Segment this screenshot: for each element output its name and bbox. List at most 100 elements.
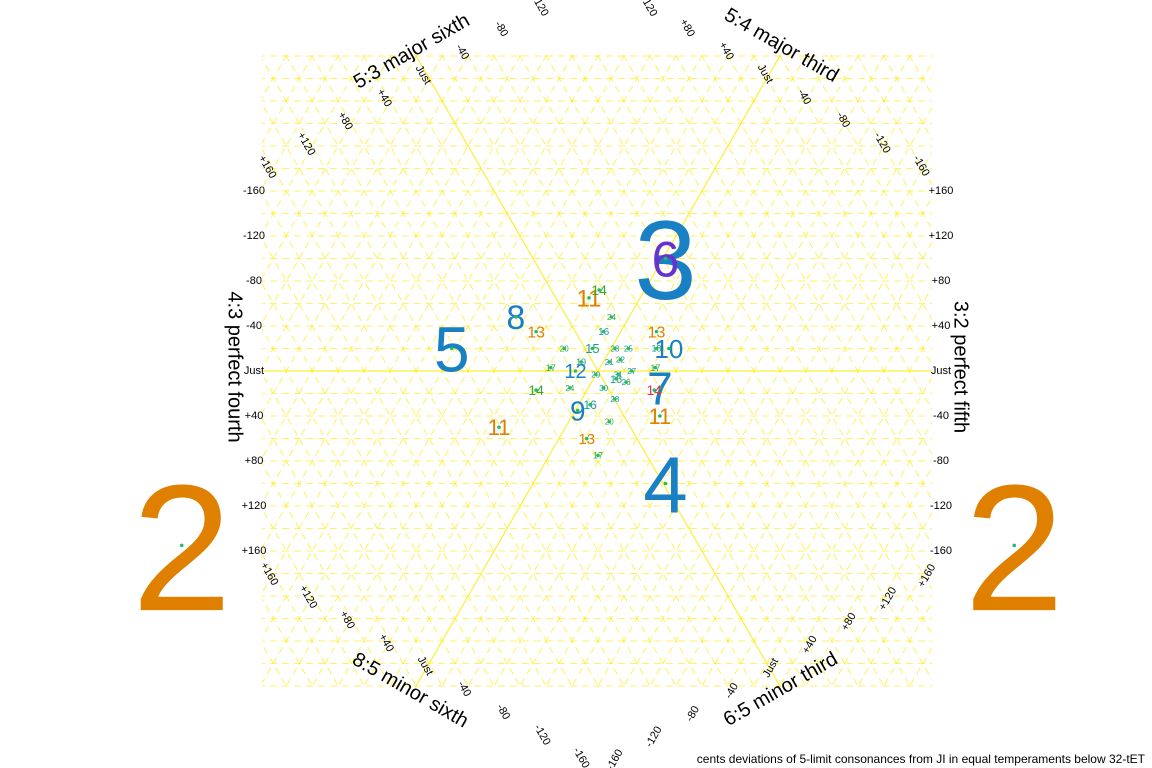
point-marker bbox=[562, 346, 567, 351]
point-marker bbox=[514, 315, 518, 319]
grid-line bbox=[262, 148, 574, 687]
point-marker bbox=[601, 329, 606, 334]
grid-line bbox=[262, 55, 340, 189]
grid-line bbox=[830, 511, 932, 687]
point-marker bbox=[588, 402, 592, 407]
point-marker bbox=[624, 380, 628, 385]
tick-label: +80 bbox=[335, 110, 355, 132]
tick-label: -120 bbox=[243, 230, 265, 242]
tick-label: +160 bbox=[256, 153, 279, 180]
point-marker bbox=[593, 372, 598, 377]
tick-label: -80 bbox=[684, 704, 702, 724]
tick-label: -120 bbox=[529, 0, 550, 18]
tick-label: -160 bbox=[930, 545, 952, 557]
tick-label: +80 bbox=[337, 609, 357, 631]
point-marker bbox=[449, 346, 454, 351]
grid-line bbox=[752, 55, 932, 366]
grid-line bbox=[467, 55, 833, 687]
point-marker bbox=[1012, 543, 1017, 548]
data-points: 2236457891011111112131313141414151616161… bbox=[132, 198, 1065, 649]
tick-label: +120 bbox=[295, 130, 318, 157]
grid-line bbox=[363, 55, 729, 687]
point-marker bbox=[179, 543, 184, 548]
grid-line bbox=[700, 55, 932, 456]
grid-line bbox=[262, 55, 392, 279]
point-marker bbox=[654, 329, 659, 334]
point-marker bbox=[658, 386, 662, 390]
tick-label: +120 bbox=[297, 583, 320, 610]
grid-line bbox=[648, 196, 932, 687]
grid-line bbox=[622, 151, 932, 687]
grid-line bbox=[519, 55, 885, 687]
grid-line bbox=[778, 421, 932, 687]
grid-line bbox=[262, 283, 496, 687]
tick-label: +40 bbox=[716, 40, 736, 62]
point-label: 2 bbox=[132, 448, 232, 649]
grid-line bbox=[262, 553, 340, 687]
tick-label: -120 bbox=[531, 722, 552, 747]
tick-label: -80 bbox=[246, 275, 262, 287]
axis-title-right: 3:2 perfect fifth bbox=[950, 301, 972, 433]
tick-label: -120 bbox=[930, 500, 952, 512]
point-marker bbox=[663, 256, 668, 261]
grid-line bbox=[441, 55, 807, 687]
tick-label: +160 bbox=[258, 560, 281, 587]
grid-line bbox=[882, 55, 932, 141]
point-marker bbox=[597, 288, 601, 292]
point-marker bbox=[548, 365, 553, 370]
grid-line bbox=[262, 643, 288, 687]
grid-line bbox=[262, 508, 366, 687]
grid-line bbox=[544, 55, 911, 687]
grid-line bbox=[414, 55, 782, 687]
grid-line bbox=[570, 61, 932, 687]
grid-line bbox=[262, 463, 392, 687]
point-marker bbox=[652, 388, 657, 392]
tick-label: Just bbox=[413, 63, 433, 86]
grid-line bbox=[596, 106, 932, 687]
point-marker bbox=[609, 315, 614, 319]
point-marker bbox=[596, 453, 600, 458]
tick-label: -160 bbox=[604, 747, 625, 768]
tick-label: +40 bbox=[245, 410, 264, 422]
point-marker bbox=[629, 369, 634, 373]
grid-line bbox=[337, 55, 703, 687]
grid-line bbox=[262, 55, 366, 234]
point-marker bbox=[667, 346, 671, 351]
grid-line bbox=[285, 55, 652, 687]
tick-label: +40 bbox=[932, 320, 951, 332]
tick-label: -40 bbox=[723, 681, 741, 701]
point-marker bbox=[573, 369, 578, 373]
grid-line bbox=[570, 55, 932, 681]
grid-line bbox=[0, 0, 321, 768]
grid-line bbox=[908, 55, 932, 96]
tick-label: +80 bbox=[245, 455, 264, 467]
axis-title-left: 4:3 perfect fourth bbox=[224, 291, 246, 442]
tick-label: +80 bbox=[839, 611, 859, 633]
grid-line bbox=[0, 0, 321, 768]
point-marker bbox=[575, 408, 580, 413]
grid-line bbox=[544, 55, 911, 687]
tick-labels: +160 +120 +80 +40 Just -40 -80 -120 -160 -160 -120… bbox=[242, 0, 954, 768]
axis-title-upper-right: 5:4 major third bbox=[721, 4, 843, 87]
tick-label: +120 bbox=[637, 0, 660, 19]
point-marker bbox=[614, 377, 618, 381]
grid-line bbox=[262, 418, 418, 687]
point-marker bbox=[568, 386, 572, 390]
grid-line bbox=[804, 466, 932, 687]
point-label: 3 bbox=[634, 198, 696, 323]
tick-label: -160 bbox=[570, 745, 591, 768]
grid-line bbox=[389, 55, 755, 687]
point-marker bbox=[616, 372, 621, 377]
grid-line bbox=[674, 55, 932, 501]
grid-line bbox=[414, 55, 782, 687]
grid-line bbox=[726, 331, 932, 687]
tick-label: +80 bbox=[677, 17, 697, 39]
tick-label: -80 bbox=[834, 110, 852, 130]
grid-line bbox=[262, 55, 288, 99]
grid-line bbox=[700, 286, 932, 687]
grid-line bbox=[856, 55, 932, 186]
tick-label: -120 bbox=[871, 130, 892, 155]
grid-line bbox=[337, 55, 703, 687]
